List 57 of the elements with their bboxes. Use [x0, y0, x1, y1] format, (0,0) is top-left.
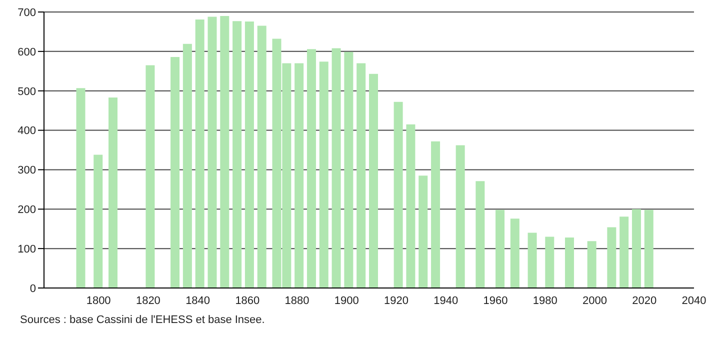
bar — [257, 26, 266, 288]
bar — [528, 232, 537, 288]
bar — [369, 74, 378, 288]
bar — [208, 16, 217, 288]
x-tick-label: 1840 — [186, 294, 210, 307]
x-tick-label: 1860 — [235, 294, 260, 307]
bar — [108, 98, 118, 288]
bar — [564, 238, 574, 288]
x-tick-label: 2000 — [582, 294, 608, 307]
y-tick-label: 400 — [18, 125, 36, 138]
x-tick-label: 1900 — [334, 294, 359, 307]
y-tick-label: 200 — [18, 204, 36, 216]
bar — [220, 16, 230, 288]
bar — [319, 62, 328, 288]
bar — [496, 210, 505, 288]
x-tick-label: 1820 — [136, 294, 160, 307]
bar — [406, 124, 416, 288]
bar — [76, 88, 86, 288]
y-tick-label: 500 — [18, 86, 36, 98]
bar — [195, 19, 204, 288]
y-tick-label: 600 — [18, 46, 36, 58]
bar — [244, 21, 254, 288]
y-tick-label: 700 — [18, 6, 36, 19]
bar — [644, 210, 654, 288]
bar — [170, 56, 180, 288]
x-tick-label: 2040 — [682, 294, 706, 307]
bar — [344, 52, 354, 288]
x-tick-label: 1880 — [284, 294, 310, 307]
x-tick-label: 1960 — [483, 294, 508, 307]
y-tick-label: 300 — [18, 164, 36, 177]
bar — [632, 209, 641, 288]
bar — [394, 102, 403, 288]
y-tick-label: 0 — [30, 282, 36, 295]
bar — [294, 63, 304, 288]
bar — [306, 49, 316, 288]
x-tick-label: 1920 — [384, 294, 409, 307]
x-tick-label: 1940 — [434, 294, 458, 307]
bar — [356, 63, 366, 288]
x-tick-label: 2020 — [632, 294, 657, 307]
bar — [182, 44, 192, 288]
bar — [510, 218, 520, 288]
bar — [418, 176, 428, 288]
bar — [146, 65, 155, 288]
source-note: Sources : base Cassini de l'EHESS et base Insee. — [20, 314, 266, 326]
bar — [587, 241, 596, 288]
bar — [431, 141, 440, 288]
x-tick-label: 1800 — [86, 294, 111, 307]
bar — [232, 21, 242, 288]
x-tick-label: 1980 — [532, 294, 558, 307]
bar — [476, 181, 485, 288]
bar — [620, 216, 629, 288]
bar — [332, 48, 341, 288]
y-tick-label: 100 — [18, 243, 36, 256]
bar — [607, 227, 616, 288]
bar — [545, 236, 554, 288]
bar — [94, 154, 103, 288]
bar — [456, 145, 465, 288]
